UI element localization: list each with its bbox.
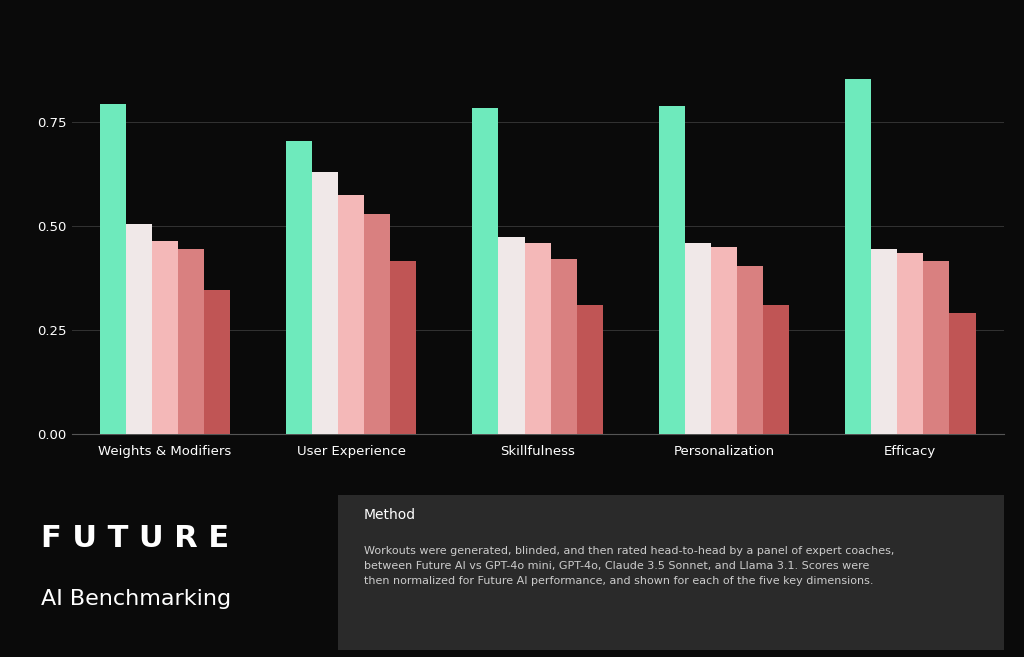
Bar — [286, 141, 312, 434]
Text: AI Benchmarking: AI Benchmarking — [41, 589, 231, 608]
Bar — [763, 305, 790, 434]
Text: F U T U R E: F U T U R E — [41, 524, 229, 553]
Bar — [524, 242, 551, 434]
Bar — [472, 108, 499, 434]
Text: Method: Method — [364, 509, 416, 522]
Bar — [924, 261, 949, 434]
Bar — [949, 313, 976, 434]
Bar — [658, 106, 685, 434]
Bar — [845, 79, 871, 434]
Bar — [897, 253, 924, 434]
Text: Workouts were generated, blinded, and then rated head-to-head by a panel of expe: Workouts were generated, blinded, and th… — [364, 546, 894, 585]
Bar — [365, 214, 390, 434]
Bar — [178, 249, 204, 434]
Bar — [99, 104, 126, 434]
Bar — [390, 261, 417, 434]
Bar — [577, 305, 603, 434]
Bar — [204, 290, 230, 434]
Bar — [338, 195, 365, 434]
Bar — [685, 242, 711, 434]
Bar — [152, 240, 178, 434]
Bar — [737, 265, 763, 434]
Bar — [551, 260, 577, 434]
Bar — [871, 249, 897, 434]
FancyBboxPatch shape — [338, 495, 1004, 650]
Bar — [711, 247, 737, 434]
Bar — [126, 224, 152, 434]
Bar — [312, 172, 338, 434]
Bar — [499, 237, 524, 434]
